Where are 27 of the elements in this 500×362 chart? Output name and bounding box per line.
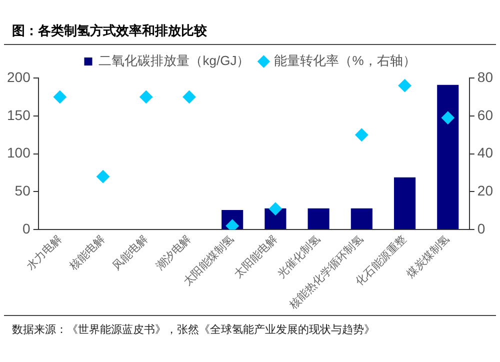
x-tick-label: 风能电解 xyxy=(110,232,150,273)
y2-tick-label: 40 xyxy=(477,144,494,161)
y2-tick-label: 0 xyxy=(477,220,486,237)
y2-tick-label: 60 xyxy=(477,106,494,123)
bar xyxy=(394,177,416,230)
point xyxy=(268,202,282,216)
y2-tick-label: 20 xyxy=(477,182,494,199)
legend-label: 二氧化碳排放量（kg/GJ） xyxy=(98,53,250,68)
point xyxy=(355,128,368,142)
bar xyxy=(437,84,459,230)
y-tick-label: 150 xyxy=(7,106,31,123)
chart-title: 图：各类制氢方式效率和排放比较 xyxy=(4,0,496,45)
y-tick-label: 200 xyxy=(7,68,31,85)
point xyxy=(140,90,153,104)
bar xyxy=(308,208,330,230)
point xyxy=(182,90,196,104)
x-tick-label: 核能电解 xyxy=(66,232,108,274)
bar xyxy=(350,208,372,230)
point xyxy=(441,111,454,124)
source-note: 数据来源：《世界能源蓝皮书》，张然《全球氢能产业发展的现状与趋势》 xyxy=(4,315,496,337)
point xyxy=(96,170,110,184)
y2-tick-label: 80 xyxy=(477,68,494,85)
point xyxy=(53,90,66,104)
legend-label: 能量转化率（%，右轴） xyxy=(274,53,416,68)
y-tick-label: 100 xyxy=(7,144,31,161)
y-tick-label: 50 xyxy=(14,182,31,199)
point xyxy=(398,79,412,92)
